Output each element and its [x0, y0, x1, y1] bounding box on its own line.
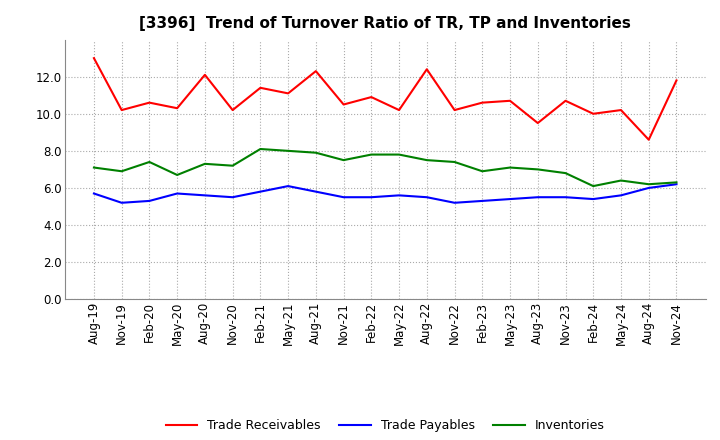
Line: Trade Payables: Trade Payables: [94, 184, 677, 203]
Trade Receivables: [534, 121, 542, 126]
Inventories: [644, 182, 653, 187]
Inventories: [450, 159, 459, 165]
Trade Payables: [256, 189, 265, 194]
Inventories: [395, 152, 403, 157]
Trade Payables: [478, 198, 487, 204]
Trade Payables: [505, 196, 514, 202]
Trade Receivables: [367, 95, 376, 100]
Trade Payables: [201, 193, 210, 198]
Inventories: [284, 148, 292, 154]
Trade Receivables: [145, 100, 154, 105]
Trade Payables: [89, 191, 98, 196]
Inventories: [117, 169, 126, 174]
Trade Payables: [173, 191, 181, 196]
Trade Receivables: [423, 66, 431, 72]
Trade Payables: [395, 193, 403, 198]
Trade Receivables: [672, 78, 681, 83]
Trade Receivables: [201, 72, 210, 77]
Inventories: [89, 165, 98, 170]
Trade Receivables: [117, 107, 126, 113]
Line: Inventories: Inventories: [94, 149, 677, 186]
Inventories: [561, 170, 570, 176]
Trade Payables: [423, 194, 431, 200]
Trade Payables: [312, 189, 320, 194]
Inventories: [672, 180, 681, 185]
Trade Payables: [117, 200, 126, 205]
Trade Payables: [284, 183, 292, 189]
Inventories: [256, 147, 265, 152]
Inventories: [423, 158, 431, 163]
Trade Payables: [561, 194, 570, 200]
Trade Receivables: [89, 55, 98, 61]
Inventories: [616, 178, 625, 183]
Inventories: [339, 158, 348, 163]
Trade Payables: [616, 193, 625, 198]
Trade Payables: [145, 198, 154, 204]
Trade Receivables: [284, 91, 292, 96]
Trade Receivables: [561, 98, 570, 103]
Trade Receivables: [339, 102, 348, 107]
Trade Payables: [672, 182, 681, 187]
Inventories: [534, 167, 542, 172]
Trade Receivables: [616, 107, 625, 113]
Line: Trade Receivables: Trade Receivables: [94, 58, 677, 140]
Inventories: [478, 169, 487, 174]
Inventories: [201, 161, 210, 166]
Inventories: [367, 152, 376, 157]
Trade Receivables: [450, 107, 459, 113]
Inventories: [145, 159, 154, 165]
Inventories: [505, 165, 514, 170]
Trade Receivables: [312, 69, 320, 74]
Trade Payables: [367, 194, 376, 200]
Inventories: [173, 172, 181, 178]
Trade Payables: [339, 194, 348, 200]
Trade Receivables: [478, 100, 487, 105]
Inventories: [589, 183, 598, 189]
Trade Receivables: [505, 98, 514, 103]
Trade Receivables: [173, 106, 181, 111]
Trade Payables: [450, 200, 459, 205]
Legend: Trade Receivables, Trade Payables, Inventories: Trade Receivables, Trade Payables, Inven…: [161, 414, 610, 437]
Trade Payables: [228, 194, 237, 200]
Trade Payables: [589, 196, 598, 202]
Trade Payables: [534, 194, 542, 200]
Title: [3396]  Trend of Turnover Ratio of TR, TP and Inventories: [3396] Trend of Turnover Ratio of TR, TP…: [139, 16, 631, 32]
Trade Receivables: [644, 137, 653, 143]
Trade Receivables: [256, 85, 265, 91]
Inventories: [228, 163, 237, 169]
Trade Receivables: [589, 111, 598, 117]
Trade Receivables: [228, 107, 237, 113]
Trade Payables: [644, 185, 653, 191]
Inventories: [312, 150, 320, 155]
Trade Receivables: [395, 107, 403, 113]
